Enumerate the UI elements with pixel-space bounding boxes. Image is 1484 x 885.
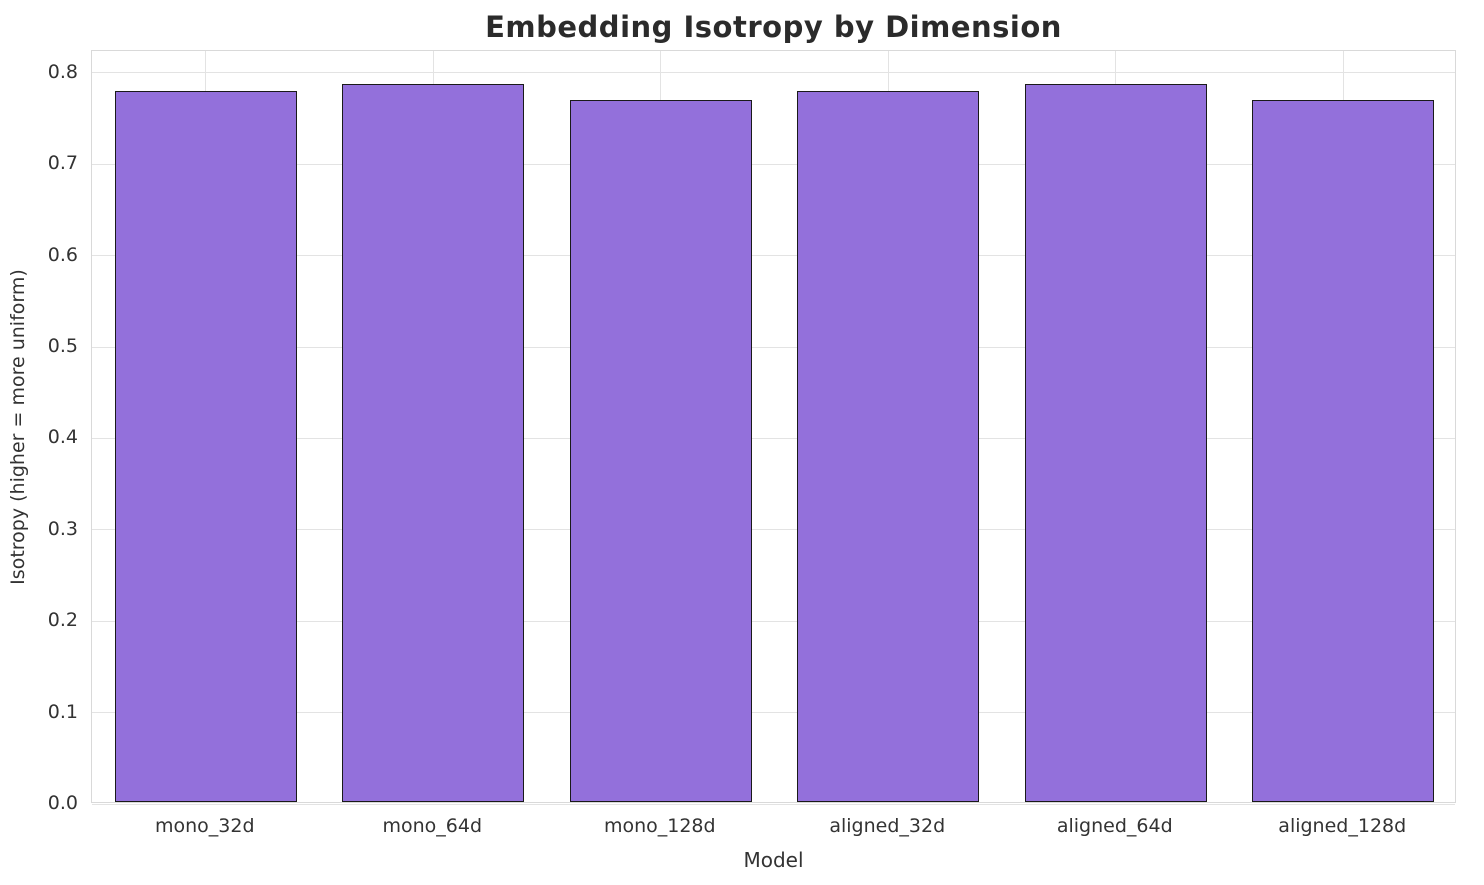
bar-aligned_32d xyxy=(797,91,980,802)
x-tick-label: mono_64d xyxy=(382,815,483,837)
x-tick-label: mono_32d xyxy=(154,815,255,837)
gridline-horizontal xyxy=(92,803,1455,805)
y-tick-label: 0.4 xyxy=(47,426,78,449)
bar-aligned_128d xyxy=(1252,100,1435,802)
gridline-horizontal xyxy=(92,712,1455,714)
x-tick-label: aligned_32d xyxy=(829,815,946,837)
y-tick-label: 0.6 xyxy=(47,243,78,266)
y-tick-label: 0.0 xyxy=(47,792,78,814)
bar-mono_32d xyxy=(114,91,297,802)
bar-mono_64d xyxy=(342,83,525,802)
bar-aligned_64d xyxy=(1024,83,1207,802)
y-tick-label: 0.8 xyxy=(47,60,78,83)
y-tick-label: 0.1 xyxy=(47,700,78,723)
gridline-horizontal xyxy=(92,163,1455,165)
gridline-horizontal xyxy=(92,255,1455,257)
y-tick-label: 0.2 xyxy=(47,609,78,632)
y-tick-label: 0.5 xyxy=(47,335,78,358)
x-axis-label: Model xyxy=(743,848,804,872)
plot-area xyxy=(91,50,1456,805)
gridline-horizontal xyxy=(92,529,1455,531)
gridline-horizontal xyxy=(92,437,1455,439)
y-tick-label: 0.3 xyxy=(47,517,78,540)
x-tick-label: mono_128d xyxy=(603,815,716,837)
y-tick-label: 0.7 xyxy=(47,152,78,175)
chart-title: Embedding Isotropy by Dimension xyxy=(485,10,1062,44)
x-tick-label: aligned_64d xyxy=(1056,815,1173,837)
gridline-horizontal xyxy=(92,346,1455,348)
gridline-horizontal xyxy=(92,620,1455,622)
x-tick-label: aligned_128d xyxy=(1278,815,1407,837)
bar-mono_128d xyxy=(569,100,752,802)
gridline-horizontal xyxy=(92,72,1455,74)
